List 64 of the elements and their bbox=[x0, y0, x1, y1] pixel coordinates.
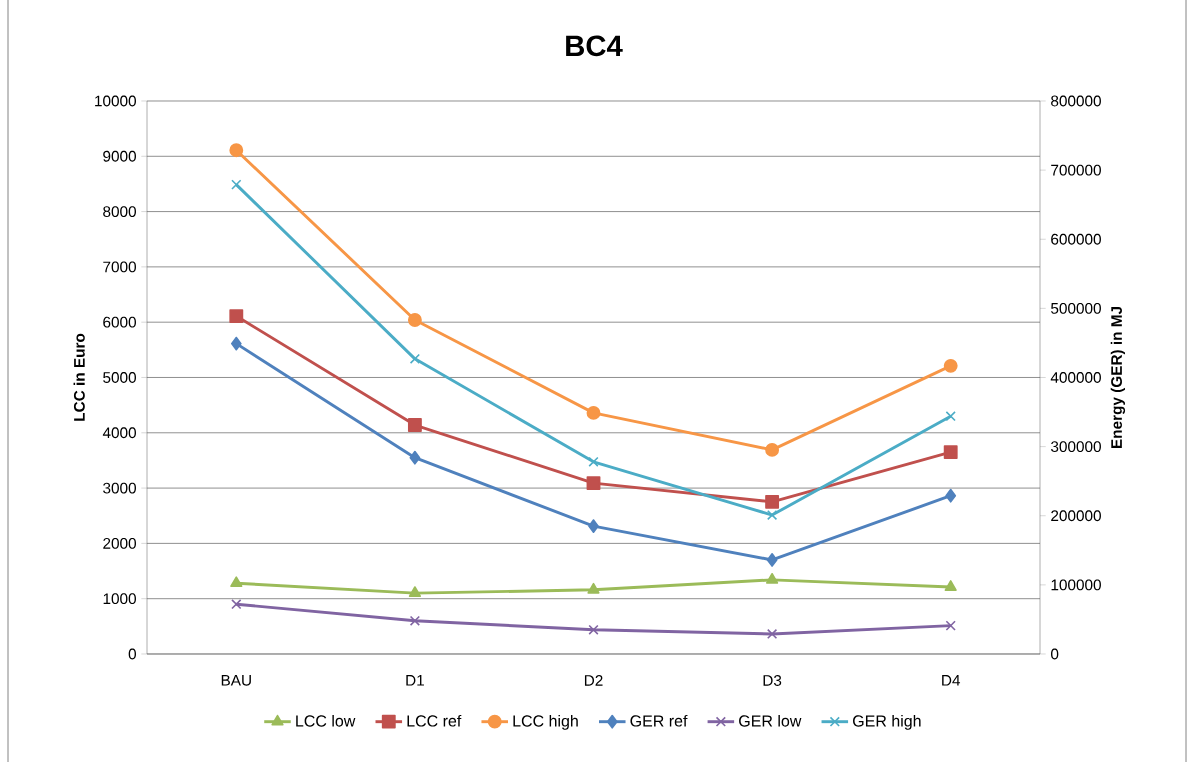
y-tick-label: 8000 bbox=[103, 206, 136, 218]
point bbox=[229, 143, 244, 158]
point bbox=[230, 576, 243, 588]
point bbox=[943, 445, 958, 460]
point bbox=[586, 405, 601, 420]
legend-label: LCC ref bbox=[407, 714, 462, 727]
y2-tick-label: 600000 bbox=[1051, 233, 1101, 245]
point bbox=[588, 624, 599, 635]
y2-tick-label: 300000 bbox=[1050, 441, 1101, 453]
point bbox=[409, 450, 421, 465]
point bbox=[229, 309, 244, 324]
point bbox=[409, 615, 421, 626]
point bbox=[408, 586, 422, 598]
y2-tick-label: 400000 bbox=[1050, 372, 1101, 383]
legend-label: LCC high bbox=[513, 714, 578, 730]
point bbox=[765, 443, 780, 457]
point bbox=[230, 336, 242, 351]
y2-tick-label: 800000 bbox=[1051, 95, 1101, 107]
x-tick-label: D1 bbox=[406, 675, 424, 686]
y-tick-label: 6000 bbox=[103, 316, 136, 328]
y2-tick-label: 700000 bbox=[1051, 164, 1101, 176]
legend-label: GER high bbox=[853, 714, 921, 730]
point bbox=[586, 476, 601, 491]
y-tick-label: 3000 bbox=[103, 482, 136, 494]
y-axis-title: LCC in Euro bbox=[73, 333, 85, 421]
legend-label: GER low bbox=[739, 714, 802, 727]
y-tick-label: 2000 bbox=[103, 537, 136, 549]
point bbox=[765, 572, 779, 584]
y-tick-label: 10000 bbox=[95, 95, 136, 107]
x-tick-label: D3 bbox=[763, 675, 782, 686]
point bbox=[587, 582, 600, 594]
point bbox=[943, 358, 958, 373]
point bbox=[765, 494, 780, 509]
y2-tick-label: 100000 bbox=[1051, 579, 1101, 591]
point bbox=[407, 418, 422, 432]
point bbox=[588, 519, 599, 534]
chart-title: BC4 bbox=[566, 35, 623, 57]
y2-tick-label: 0 bbox=[1051, 648, 1059, 660]
y-tick-label: 7000 bbox=[103, 261, 136, 273]
point bbox=[944, 580, 957, 591]
y2-tick-label: 500000 bbox=[1051, 302, 1101, 314]
point bbox=[409, 353, 421, 364]
point bbox=[945, 411, 956, 422]
y-tick-label: 4000 bbox=[102, 427, 136, 439]
legend-label: GER ref bbox=[630, 714, 688, 727]
point bbox=[766, 628, 778, 640]
point bbox=[945, 620, 956, 631]
x-tick-label: BAU bbox=[221, 675, 251, 686]
x-tick-label: D4 bbox=[942, 675, 961, 686]
point bbox=[231, 599, 242, 610]
y-tick-label: 1000 bbox=[103, 593, 136, 605]
point bbox=[945, 488, 957, 503]
y-tick-label: 0 bbox=[128, 648, 136, 660]
point bbox=[407, 313, 422, 327]
y2-tick-label: 200000 bbox=[1051, 510, 1101, 522]
y-tick-label: 5000 bbox=[103, 372, 136, 383]
point bbox=[231, 179, 242, 190]
y2-axis-title: Energy (GER) in MJ bbox=[1110, 306, 1126, 449]
legend-label: LCC low bbox=[296, 714, 356, 727]
y-tick-label: 9000 bbox=[103, 150, 136, 162]
x-tick-label: D2 bbox=[584, 675, 603, 686]
point bbox=[588, 456, 599, 467]
point bbox=[766, 509, 778, 521]
point bbox=[766, 553, 778, 567]
